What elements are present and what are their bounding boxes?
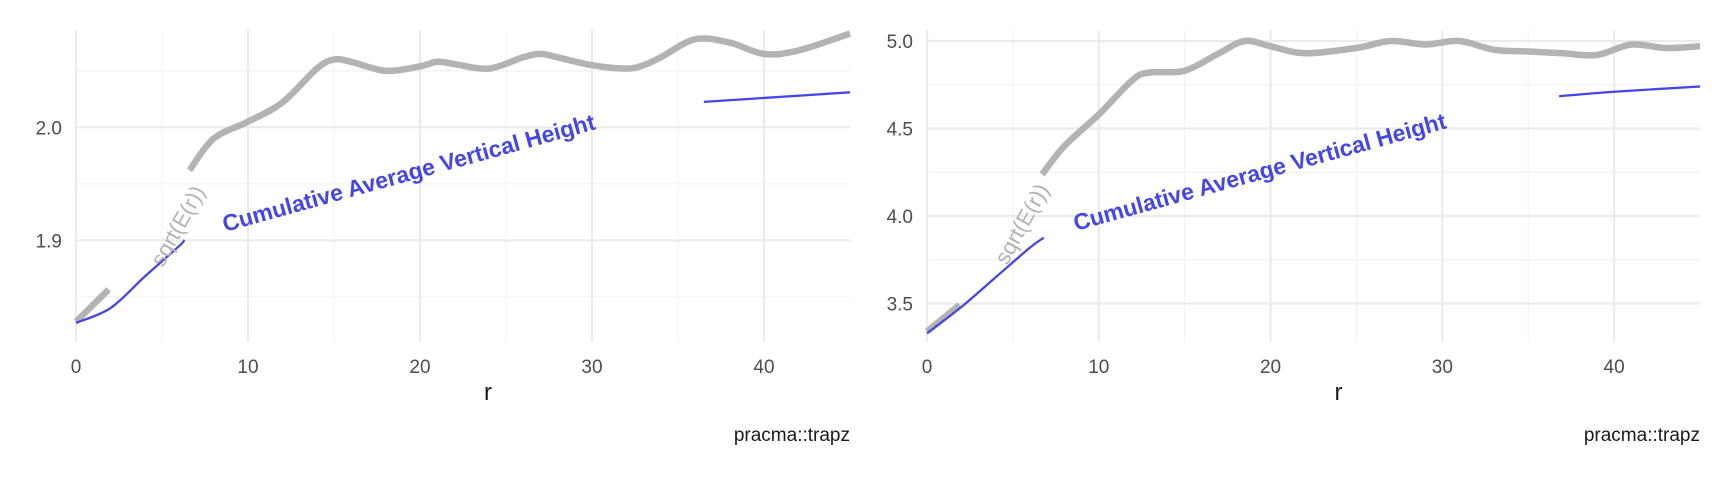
y-tick-label: 5.0 [887,32,913,53]
y-tick-label: 4.0 [887,207,913,228]
series-sqrt-e-r-line-segment-2 [186,30,852,173]
series-sqrt-e-r-line-segment-2 [1039,37,1701,177]
y-tick-label: 4.5 [887,120,913,141]
series-label-sqrt-e-r: sqrt(E(r)) [146,181,211,270]
x-tick-label: 30 [581,357,602,378]
series-cumulative-line-segment-1 [75,239,186,324]
series-sqrt-e-r-line-segment-1 [924,302,962,335]
series-sqrt-e-r-line-segment-1 [73,287,111,324]
x-tick-label: 0 [922,357,933,378]
series-cumulative-line-segment-2 [1559,85,1701,98]
y-tick-label: 2.0 [36,118,62,139]
x-axis-title: r [484,379,492,406]
chart-panel-2: 0 10 20 30 403.54.04.55.0rpracma::trapzCumul… [887,30,1701,446]
x-tick-label: 40 [1604,357,1625,378]
chart-panel-1: 0 10 20 30 401.92.0rpracma::trapzCumulative … [36,30,852,446]
x-tick-label: 10 [1088,357,1109,378]
series-cumulative-line-segment-1 [926,236,1045,335]
caption: pracma::trapz [734,425,850,446]
y-tick-label: 3.5 [887,295,913,316]
x-tick-label: 20 [1260,357,1281,378]
x-tick-label: 40 [753,357,774,378]
y-tick-label: 1.9 [36,231,62,252]
x-axis-title: r [1335,379,1343,406]
x-tick-label: 0 [71,357,82,378]
x-tick-label: 30 [1432,357,1453,378]
x-tick-label: 20 [409,357,430,378]
series-cumulative-line-segment-2 [703,91,851,104]
x-tick-label: 10 [237,357,258,378]
caption: pracma::trapz [1584,425,1700,446]
